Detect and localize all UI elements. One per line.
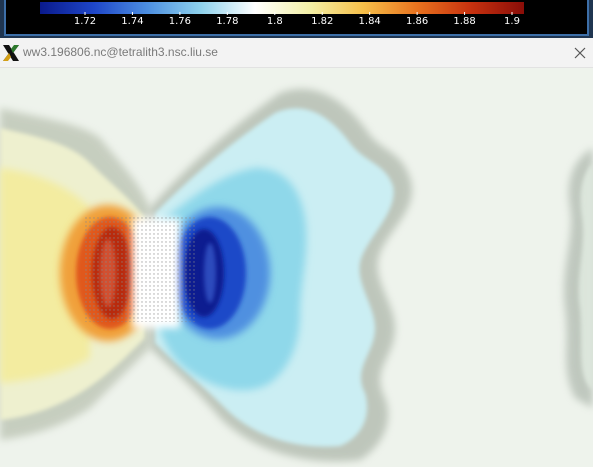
colorbar-tick-label: 1.76	[169, 16, 191, 27]
contour-blue-streak	[204, 243, 216, 303]
colorbar-tick-label: 1.86	[406, 16, 428, 27]
colorbar-tick-label: 1.72	[74, 16, 96, 27]
contour-light-right	[578, 163, 593, 390]
grid-dots-overlay	[85, 216, 195, 322]
x11-logo-icon	[3, 45, 19, 61]
contour-yellow	[0, 168, 90, 383]
colorbar-gradient	[40, 2, 524, 14]
plot-canvas[interactable]	[0, 68, 593, 467]
colorbar-tick-label: 1.74	[121, 16, 143, 27]
colorbar-tick-label: 1.78	[216, 16, 238, 27]
colorbar-tick-label: 1.8	[267, 16, 283, 27]
colorbar-tick-label: 1.88	[453, 16, 475, 27]
window-titlebar[interactable]	[0, 38, 593, 68]
close-button[interactable]	[566, 38, 593, 68]
colorbar-tick-label: 1.82	[311, 16, 333, 27]
background-window: 1.72 1.74 1.76 1.78 1.8 1.82 1.84 1.86 1.88 1.9	[0, 0, 593, 38]
close-icon	[574, 47, 585, 59]
colorbar: 1.72 1.74 1.76 1.78 1.8 1.82 1.84 1.86 1.88 1.9	[40, 2, 524, 27]
colorbar-tick-label: 1.84	[359, 16, 381, 27]
contour-plot	[0, 68, 593, 467]
window-title: ww3.196806.nc@tetralith3.nsc.liu.se	[23, 45, 218, 59]
colorbar-tick-label: 1.9	[504, 16, 520, 27]
